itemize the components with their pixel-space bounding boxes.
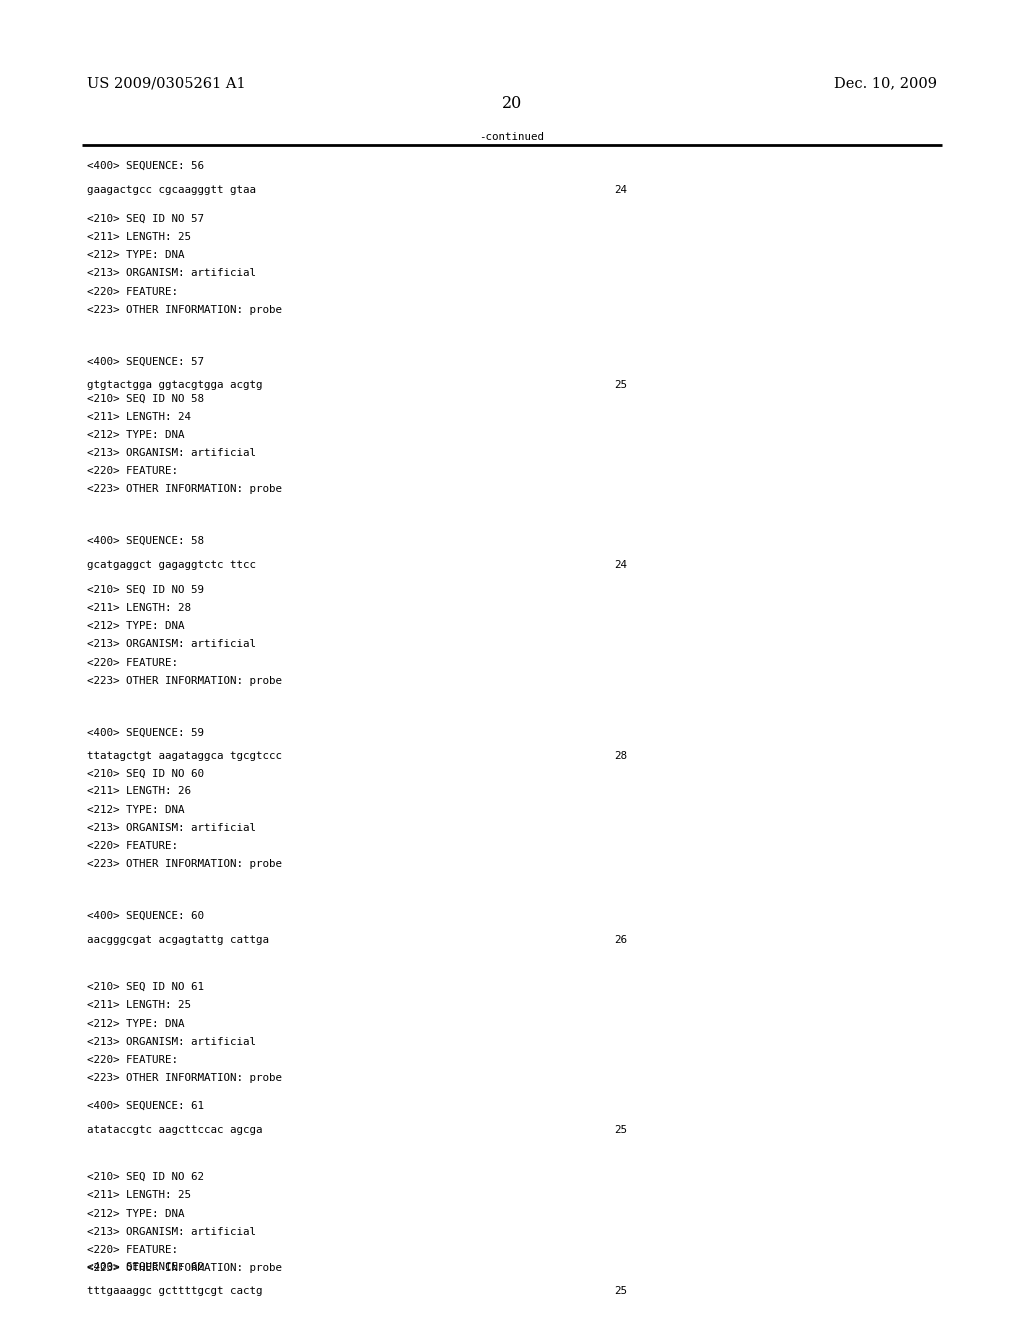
Text: <212> TYPE: DNA: <212> TYPE: DNA <box>87 1019 184 1028</box>
Text: 24: 24 <box>614 185 628 195</box>
Text: <220> FEATURE:: <220> FEATURE: <box>87 841 178 851</box>
Text: 26: 26 <box>614 935 628 945</box>
Text: tttgaaaggc gcttttgcgt cactg: tttgaaaggc gcttttgcgt cactg <box>87 1286 262 1296</box>
Text: <212> TYPE: DNA: <212> TYPE: DNA <box>87 622 184 631</box>
Text: gcatgaggct gagaggtctc ttcc: gcatgaggct gagaggtctc ttcc <box>87 560 256 570</box>
Text: <400> SEQUENCE: 62: <400> SEQUENCE: 62 <box>87 1262 204 1272</box>
Text: <400> SEQUENCE: 58: <400> SEQUENCE: 58 <box>87 536 204 546</box>
Text: 25: 25 <box>614 1125 628 1135</box>
Text: <211> LENGTH: 26: <211> LENGTH: 26 <box>87 787 191 796</box>
Text: <223> OTHER INFORMATION: probe: <223> OTHER INFORMATION: probe <box>87 305 282 315</box>
Text: 25: 25 <box>614 380 628 391</box>
Text: <223> OTHER INFORMATION: probe: <223> OTHER INFORMATION: probe <box>87 859 282 870</box>
Text: <220> FEATURE:: <220> FEATURE: <box>87 1055 178 1065</box>
Text: <223> OTHER INFORMATION: probe: <223> OTHER INFORMATION: probe <box>87 1263 282 1274</box>
Text: <212> TYPE: DNA: <212> TYPE: DNA <box>87 805 184 814</box>
Text: 20: 20 <box>502 95 522 112</box>
Text: <220> FEATURE:: <220> FEATURE: <box>87 286 178 297</box>
Text: <213> ORGANISM: artificial: <213> ORGANISM: artificial <box>87 822 256 833</box>
Text: <210> SEQ ID NO 58: <210> SEQ ID NO 58 <box>87 393 204 404</box>
Text: <213> ORGANISM: artificial: <213> ORGANISM: artificial <box>87 1036 256 1047</box>
Text: <400> SEQUENCE: 61: <400> SEQUENCE: 61 <box>87 1101 204 1111</box>
Text: <210> SEQ ID NO 61: <210> SEQ ID NO 61 <box>87 982 204 993</box>
Text: <212> TYPE: DNA: <212> TYPE: DNA <box>87 251 184 260</box>
Text: <211> LENGTH: 25: <211> LENGTH: 25 <box>87 1191 191 1200</box>
Text: 28: 28 <box>614 751 628 762</box>
Text: <400> SEQUENCE: 60: <400> SEQUENCE: 60 <box>87 911 204 921</box>
Text: <223> OTHER INFORMATION: probe: <223> OTHER INFORMATION: probe <box>87 1073 282 1084</box>
Text: US 2009/0305261 A1: US 2009/0305261 A1 <box>87 77 246 91</box>
Text: <211> LENGTH: 28: <211> LENGTH: 28 <box>87 603 191 612</box>
Text: <213> ORGANISM: artificial: <213> ORGANISM: artificial <box>87 447 256 458</box>
Text: <210> SEQ ID NO 59: <210> SEQ ID NO 59 <box>87 585 204 595</box>
Text: -continued: -continued <box>479 132 545 143</box>
Text: <211> LENGTH: 25: <211> LENGTH: 25 <box>87 232 191 242</box>
Text: 24: 24 <box>614 560 628 570</box>
Text: <210> SEQ ID NO 57: <210> SEQ ID NO 57 <box>87 214 204 224</box>
Text: <223> OTHER INFORMATION: probe: <223> OTHER INFORMATION: probe <box>87 676 282 686</box>
Text: <212> TYPE: DNA: <212> TYPE: DNA <box>87 430 184 440</box>
Text: aacgggcgat acgagtattg cattga: aacgggcgat acgagtattg cattga <box>87 935 269 945</box>
Text: gaagactgcc cgcaagggtt gtaa: gaagactgcc cgcaagggtt gtaa <box>87 185 256 195</box>
Text: <213> ORGANISM: artificial: <213> ORGANISM: artificial <box>87 268 256 279</box>
Text: <400> SEQUENCE: 56: <400> SEQUENCE: 56 <box>87 161 204 172</box>
Text: <213> ORGANISM: artificial: <213> ORGANISM: artificial <box>87 639 256 649</box>
Text: <213> ORGANISM: artificial: <213> ORGANISM: artificial <box>87 1226 256 1237</box>
Text: Dec. 10, 2009: Dec. 10, 2009 <box>834 77 937 91</box>
Text: <212> TYPE: DNA: <212> TYPE: DNA <box>87 1209 184 1218</box>
Text: gtgtactgga ggtacgtgga acgtg: gtgtactgga ggtacgtgga acgtg <box>87 380 262 391</box>
Text: atataccgtc aagcttccac agcga: atataccgtc aagcttccac agcga <box>87 1125 262 1135</box>
Text: <220> FEATURE:: <220> FEATURE: <box>87 1245 178 1255</box>
Text: <210> SEQ ID NO 62: <210> SEQ ID NO 62 <box>87 1172 204 1183</box>
Text: 25: 25 <box>614 1286 628 1296</box>
Text: ttatagctgt aagataggca tgcgtccc: ttatagctgt aagataggca tgcgtccc <box>87 751 282 762</box>
Text: <211> LENGTH: 25: <211> LENGTH: 25 <box>87 1001 191 1010</box>
Text: <220> FEATURE:: <220> FEATURE: <box>87 466 178 477</box>
Text: <210> SEQ ID NO 60: <210> SEQ ID NO 60 <box>87 768 204 779</box>
Text: <223> OTHER INFORMATION: probe: <223> OTHER INFORMATION: probe <box>87 484 282 495</box>
Text: <400> SEQUENCE: 57: <400> SEQUENCE: 57 <box>87 356 204 367</box>
Text: <220> FEATURE:: <220> FEATURE: <box>87 657 178 668</box>
Text: <400> SEQUENCE: 59: <400> SEQUENCE: 59 <box>87 727 204 738</box>
Text: <211> LENGTH: 24: <211> LENGTH: 24 <box>87 412 191 421</box>
